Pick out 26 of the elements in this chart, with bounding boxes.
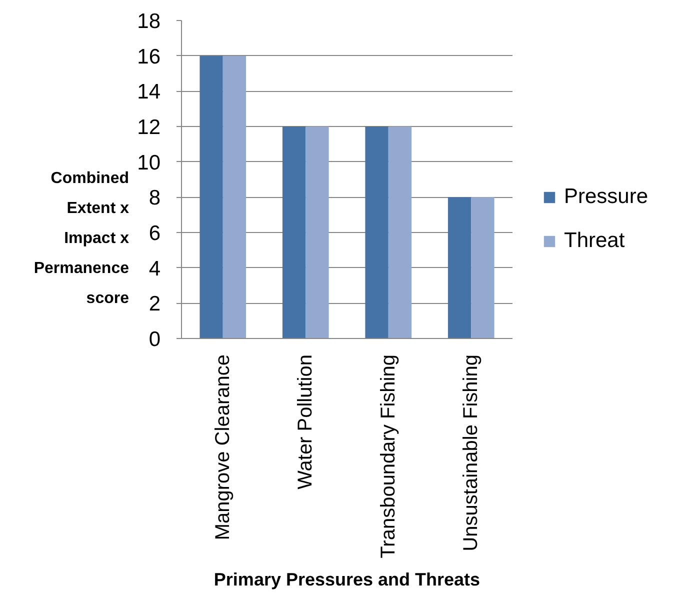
y-tick-label: 4: [148, 257, 161, 280]
bar: [282, 126, 306, 338]
y-tick-label: 16: [137, 45, 160, 68]
x-axis-title: Primary Pressures and Threats: [214, 569, 480, 590]
x-tick-label: Water Pollution: [294, 354, 317, 490]
legend-label: Threat: [564, 229, 625, 253]
y-tick-label: 12: [137, 116, 160, 139]
y-tick-label: 8: [148, 186, 161, 210]
x-tick-label: Unsustainable Fishing: [460, 354, 482, 552]
x-tick-label: Transboundary Fishing: [377, 354, 400, 558]
y-tick-label: 10: [137, 151, 160, 174]
y-axis-title: Combined Extent x Impact x Permanence score: [34, 169, 129, 309]
bar: [471, 197, 494, 338]
y-tick-label: 0: [148, 328, 161, 351]
bar: [388, 126, 412, 338]
bar: [200, 56, 223, 338]
y-tick-label: 18: [137, 10, 160, 33]
y-tick-label: 6: [148, 222, 161, 245]
bar: [448, 197, 472, 338]
y-tick-label: 14: [137, 80, 161, 104]
bar: [365, 126, 388, 338]
x-tick-label: Mangrove Clearance: [212, 354, 234, 540]
legend-label: Pressure: [564, 185, 648, 209]
y-tick-label: 2: [148, 292, 161, 316]
bar: [222, 56, 246, 338]
bar: [306, 126, 329, 338]
